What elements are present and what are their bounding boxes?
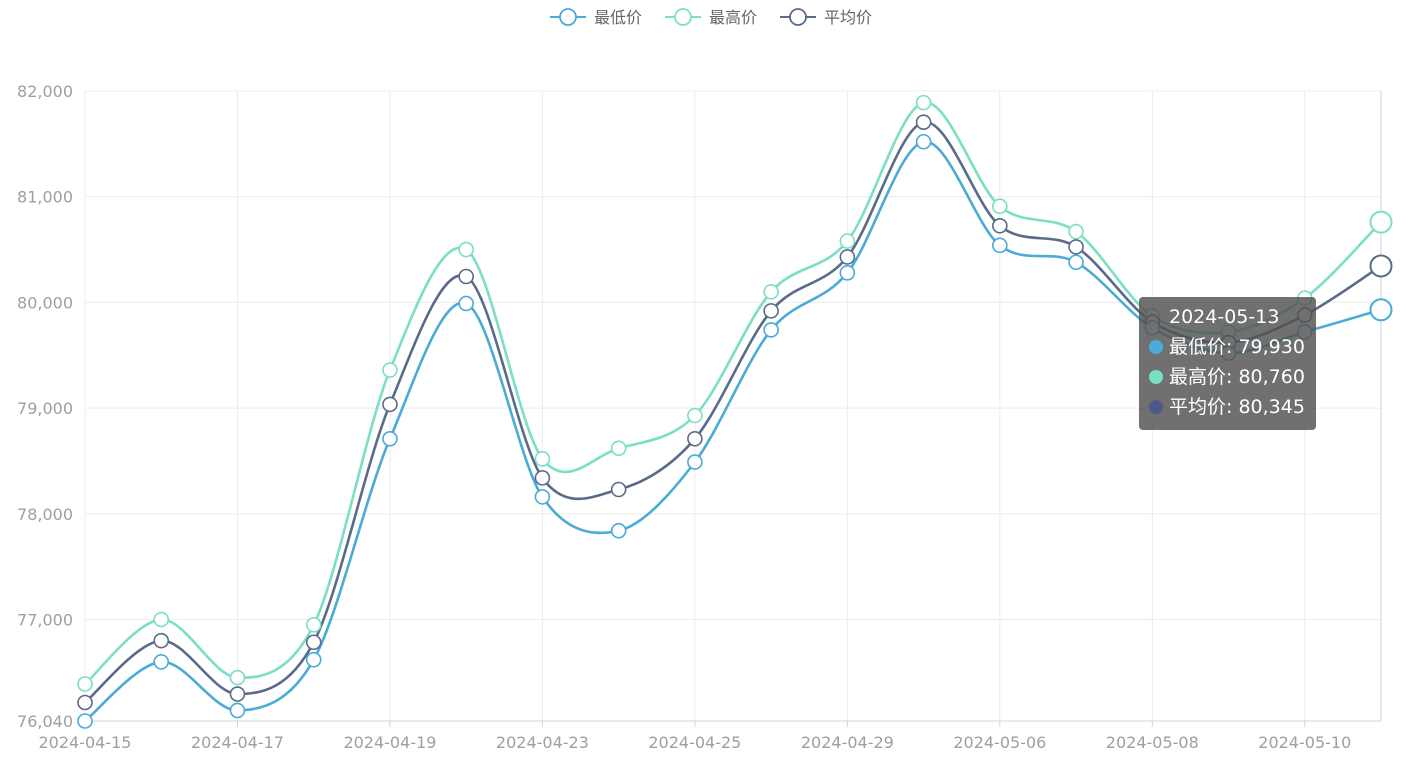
- data-point[interactable]: [992, 217, 1008, 234]
- data-point[interactable]: [534, 489, 551, 505]
- data-point[interactable]: [839, 249, 856, 265]
- data-point[interactable]: [382, 430, 398, 447]
- data-point[interactable]: [915, 94, 932, 111]
- y-tick-label: 78,000: [17, 505, 73, 524]
- data-point[interactable]: [1369, 254, 1393, 278]
- tooltip-title: 2024-05-13: [1169, 306, 1280, 328]
- data-point[interactable]: [1369, 298, 1393, 322]
- data-point[interactable]: [229, 702, 246, 719]
- data-point[interactable]: [153, 654, 170, 670]
- x-tick-label: 2024-04-15: [39, 733, 132, 752]
- data-point[interactable]: [229, 669, 246, 686]
- data-point[interactable]: [1369, 210, 1393, 234]
- legend-label: 平均价: [824, 8, 872, 27]
- tooltip: 2024-05-13 最低价: 79,930 最高价: 80,760 平均价: …: [1139, 297, 1316, 430]
- y-tick-label: 81,000: [17, 188, 73, 207]
- x-tick-label: 2024-05-08: [1106, 733, 1199, 752]
- y-tick-label: 77,000: [17, 611, 73, 630]
- data-point[interactable]: [305, 634, 322, 651]
- data-point[interactable]: [687, 454, 703, 470]
- legend-marker-icon: [789, 8, 807, 26]
- tooltip-row-high: 最高价: 80,760: [1149, 362, 1306, 392]
- legend-marker-icon: [559, 8, 577, 26]
- data-point[interactable]: [305, 617, 322, 633]
- x-tick-label: 2024-05-06: [953, 733, 1046, 752]
- y-tick-label: 79,000: [17, 399, 73, 418]
- legend-item-2[interactable]: 平均价: [780, 8, 872, 27]
- tooltip-dot-low: [1149, 340, 1163, 354]
- legend-item-1[interactable]: 最高价: [665, 8, 757, 27]
- legend[interactable]: 最低价 最高价 平均价: [550, 8, 872, 27]
- legend-marker-icon: [674, 8, 692, 26]
- data-point[interactable]: [77, 694, 93, 711]
- tooltip-dot-high: [1149, 370, 1163, 384]
- data-point[interactable]: [305, 651, 322, 668]
- tooltip-dot-avg: [1149, 400, 1163, 414]
- data-point[interactable]: [229, 686, 246, 702]
- data-point[interactable]: [77, 713, 93, 729]
- y-tick-label: 76,040: [17, 712, 73, 731]
- tooltip-label-high: 最高价: 80,760: [1169, 366, 1305, 388]
- tooltip-label-avg: 平均价: 80,345: [1169, 396, 1305, 418]
- data-point[interactable]: [687, 407, 703, 424]
- x-tick-label: 2024-05-10: [1258, 733, 1351, 752]
- tooltip-label-low: 最低价: 79,930: [1169, 336, 1305, 358]
- data-point[interactable]: [534, 451, 551, 467]
- tooltip-row-avg: 平均价: 80,345: [1149, 392, 1306, 422]
- data-point[interactable]: [458, 295, 474, 312]
- data-point[interactable]: [839, 233, 856, 249]
- data-point[interactable]: [610, 481, 627, 498]
- data-point[interactable]: [77, 676, 93, 692]
- data-point[interactable]: [915, 133, 932, 150]
- data-point[interactable]: [382, 396, 398, 413]
- x-tick-label: 2024-04-19: [343, 733, 436, 752]
- data-point[interactable]: [763, 322, 779, 338]
- x-tick-label: 2024-04-17: [191, 733, 284, 752]
- data-point[interactable]: [382, 362, 398, 378]
- data-point[interactable]: [687, 430, 703, 447]
- data-point[interactable]: [534, 470, 551, 486]
- data-point[interactable]: [915, 114, 932, 130]
- data-point[interactable]: [610, 522, 627, 539]
- data-point[interactable]: [458, 268, 474, 285]
- legend-label: 最高价: [709, 8, 757, 27]
- data-point[interactable]: [458, 241, 474, 258]
- x-tick-label: 2024-04-29: [801, 733, 894, 752]
- axes: 76,040 77,000 78,000 79,000 80,000 81,000 82,0…: [17, 82, 1382, 752]
- legend-label: 最低价: [594, 8, 642, 27]
- x-tick-label: 2024-04-25: [648, 733, 741, 752]
- data-point[interactable]: [1068, 239, 1084, 255]
- y-tick-label: 80,000: [17, 293, 73, 312]
- data-point[interactable]: [839, 265, 856, 281]
- legend-item-0[interactable]: 最低价: [550, 8, 642, 27]
- series-line-0: [84, 140, 1382, 723]
- data-point[interactable]: [1068, 254, 1084, 271]
- x-tick-label: 2024-04-23: [496, 733, 589, 752]
- data-point[interactable]: [763, 284, 779, 300]
- data-point[interactable]: [992, 198, 1008, 215]
- tooltip-row-low: 最低价: 79,930: [1149, 332, 1306, 362]
- data-point[interactable]: [610, 440, 627, 457]
- data-point[interactable]: [992, 237, 1008, 254]
- y-tick-label: 82,000: [17, 82, 73, 101]
- data-point[interactable]: [763, 303, 779, 319]
- data-point[interactable]: [153, 611, 170, 628]
- data-point[interactable]: [153, 632, 170, 649]
- data-point[interactable]: [1068, 223, 1084, 240]
